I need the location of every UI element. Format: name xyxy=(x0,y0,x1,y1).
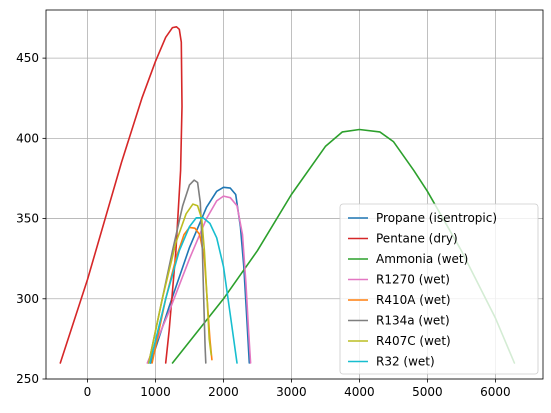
x-tick-label: 1000 xyxy=(140,385,171,399)
x-tick-label: 4000 xyxy=(344,385,375,399)
y-axis: 250 300 350 400 450 xyxy=(16,51,46,386)
series-line xyxy=(147,179,207,364)
series-line xyxy=(146,195,252,364)
legend-label: Ammonia (wet) xyxy=(376,252,468,266)
x-tick-label: 0 xyxy=(84,385,92,399)
series-line xyxy=(149,186,251,364)
y-tick-label: 250 xyxy=(16,372,39,386)
y-tick-label: 300 xyxy=(16,292,39,306)
x-tick-label: 3000 xyxy=(276,385,307,399)
series-lines xyxy=(59,26,516,364)
legend-label: Pentane (dry) xyxy=(376,232,458,246)
legend-label: R32 (wet) xyxy=(376,355,435,369)
legend-label: R1270 (wet) xyxy=(376,273,450,287)
x-tick-label: 5000 xyxy=(412,385,443,399)
y-tick-label: 350 xyxy=(16,212,39,226)
legend: Propane (isentropic) Pentane (dry) Ammonia… xyxy=(339,203,539,375)
x-tick-label: 6000 xyxy=(480,385,511,399)
legend-label: R410A (wet) xyxy=(376,293,451,307)
y-tick-label: 450 xyxy=(16,51,39,65)
series-line xyxy=(149,217,238,364)
x-tick-label: 2000 xyxy=(208,385,239,399)
legend-label: R134a (wet) xyxy=(376,314,450,328)
plot-frame xyxy=(45,9,544,380)
x-axis: 0 1000 2000 3000 4000 5000 6000 xyxy=(84,379,511,399)
legend-label: R407C (wet) xyxy=(376,334,451,348)
series-line xyxy=(59,26,183,364)
y-tick-label: 400 xyxy=(16,131,39,145)
legend-label: Propane (isentropic) xyxy=(376,211,497,225)
series-line xyxy=(147,203,212,364)
legend-box xyxy=(339,203,539,375)
